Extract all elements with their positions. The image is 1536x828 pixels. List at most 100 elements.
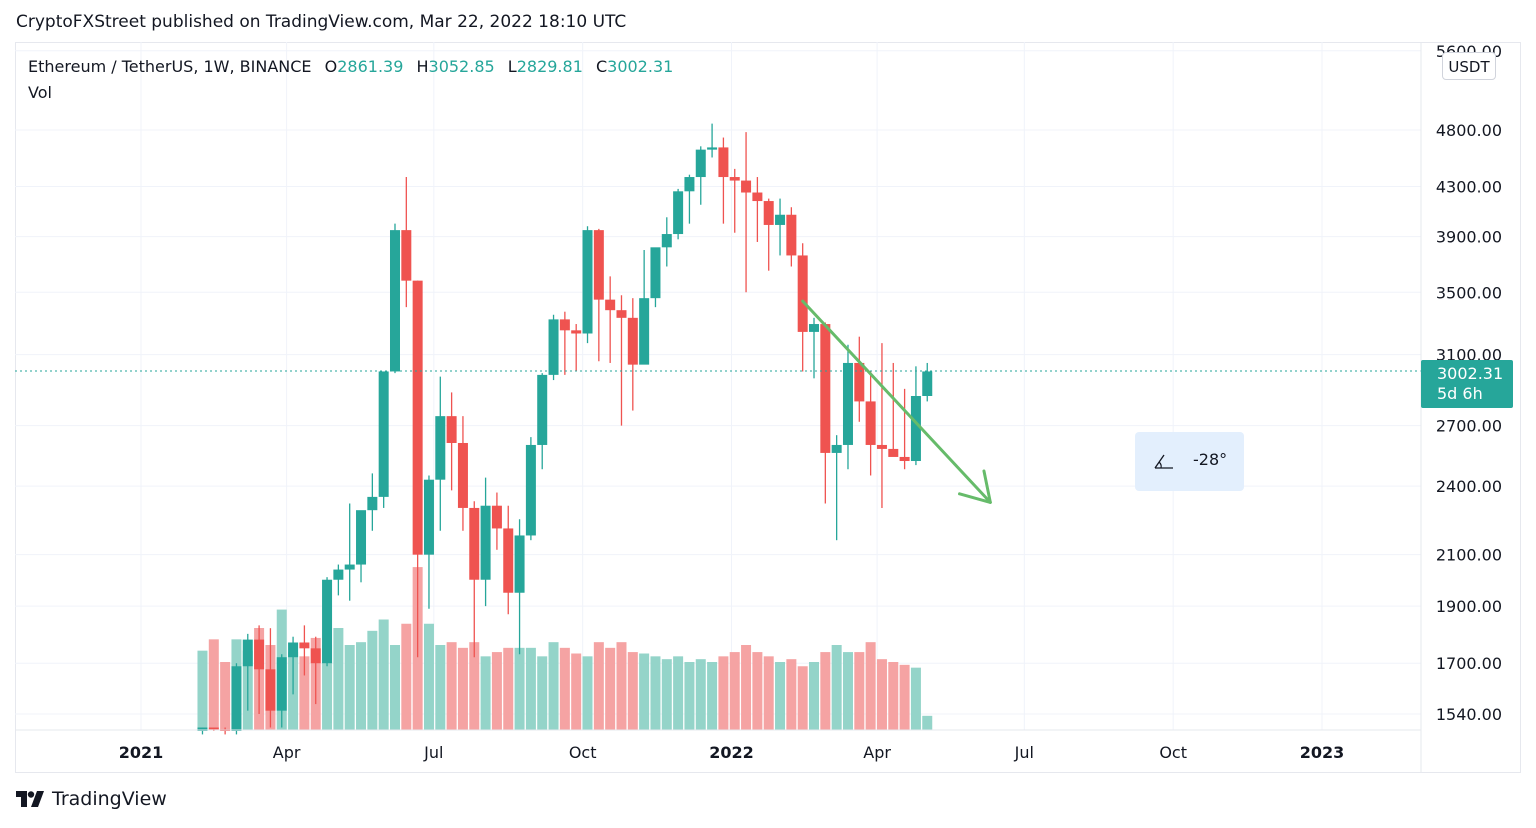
volume-bar [661,659,672,730]
volume-bar [729,652,740,730]
grid-lines [15,42,1421,730]
symbol-name[interactable]: Ethereum / TetherUS, 1W, BINANCE [28,57,312,76]
volume-bar [673,656,684,730]
volume-bar [809,662,820,730]
volume-bar [707,662,718,730]
candle-body [842,362,853,445]
trendline [801,299,992,504]
volume-bar [775,662,786,730]
symbol-legend[interactable]: Ethereum / TetherUS, 1W, BINANCE O2861.3… [28,54,673,80]
volume-legend[interactable]: Vol [28,83,52,102]
volume-bar [797,666,808,730]
volume-bar [503,647,514,730]
volume-bar [367,630,378,730]
candle-body [571,330,582,334]
volume-bar [582,656,593,730]
trendline-drawing [801,299,992,504]
candle-body [695,149,706,178]
volume-bar [752,652,763,730]
volume-bar [639,653,650,730]
candle-body [650,247,661,299]
price-tick-label: 2100.00 [1436,546,1502,565]
time-tick-label: Apr [273,743,301,762]
volume-bar [627,652,638,730]
candle-body [537,374,548,445]
time-scale: 2021 Apr Jul Oct 2022 Apr Jul Oct 2023 [119,743,1345,762]
price-tick-label: 1700.00 [1436,654,1502,673]
volume-bar [514,647,525,730]
time-tick-label: Apr [863,743,891,762]
volume-bar [423,623,434,730]
candle-body [197,727,208,731]
publish-header: CryptoFXStreet published on TradingView.… [16,12,627,32]
candle-body [480,505,491,580]
candle-body [389,230,400,372]
candle-body [876,444,887,449]
volume-bar [401,623,412,730]
volume-bar [786,659,797,730]
volume-bar [910,667,921,730]
candle-body [605,299,616,311]
volume-bar [197,650,208,730]
volume-bar [208,639,219,730]
price-tick-label: 3100.00 [1436,346,1502,365]
currency-selector[interactable]: USDT [1442,52,1496,80]
volume-bar [356,642,367,730]
volume-bar [435,645,446,730]
candle-body [288,642,299,658]
candle-body [333,569,344,580]
volume-bar [378,619,389,730]
candle-body [775,214,786,225]
candle-body [254,639,265,670]
candle-body [922,371,933,396]
candle-body [401,230,412,281]
volume-bar [854,652,865,730]
candle-body [729,177,740,181]
volume-bar [593,642,604,730]
volume-bar [695,659,706,730]
tradingview-logo[interactable]: TradingView [16,788,167,810]
candle-body [435,416,446,480]
candle-body [910,395,921,462]
chart-frame[interactable] [15,42,1521,773]
volume-bar [831,645,842,730]
trendline-arrowhead [958,469,992,504]
high-label: H [416,57,429,76]
candle-body [593,230,604,300]
price-scale: 1540.00 1700.00 1900.00 2100.00 2400.00 2700.… [1436,42,1502,724]
candle-body [865,401,876,445]
trend-angle-label[interactable]: -28° [1135,432,1244,491]
price-tick-label: 4300.00 [1436,178,1502,197]
candle-body [265,669,276,711]
volume-bar [571,653,582,730]
volume-bar [389,645,400,730]
candle-body [367,496,378,511]
candle-body [208,727,219,730]
candle-body [673,191,684,235]
candle-body [559,319,570,331]
price-tick-label: 1900.00 [1436,597,1502,616]
candle-body [899,456,910,462]
angle-icon [1153,452,1175,474]
volume-bar [299,656,310,730]
volume-bar [322,645,333,730]
candle-body [469,507,480,580]
volume-bar [741,645,752,730]
volume-bar [548,642,559,730]
time-tick-label: 2021 [119,743,164,762]
candle-body [446,416,457,443]
candle-body [809,324,820,332]
candle-body [457,442,468,508]
candle-body [820,324,831,453]
volume-bar [525,647,536,730]
low-label: L [507,57,517,76]
time-tick-label: 2022 [709,743,754,762]
candle-body [718,147,729,178]
candle-body [412,280,423,555]
candlesticks [197,123,933,735]
candle-body [797,255,808,332]
volume-bar [899,664,910,730]
candle-body [831,444,842,453]
low-value: 2829.81 [516,57,583,76]
